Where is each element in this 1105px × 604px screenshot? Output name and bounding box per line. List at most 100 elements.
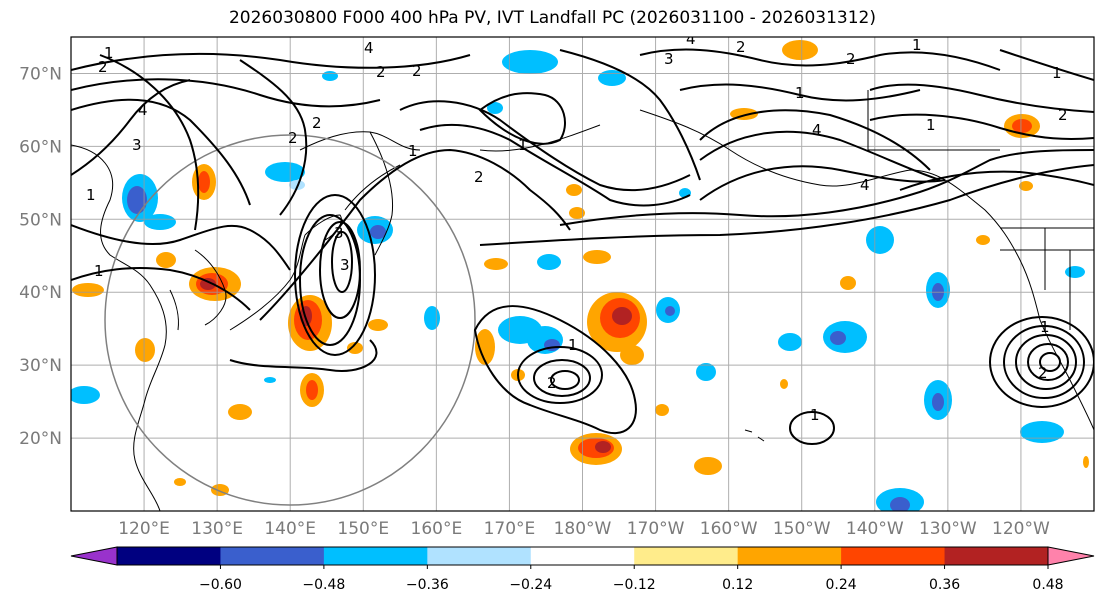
contour-line — [71, 98, 251, 206]
contour-label: 3 — [340, 256, 350, 274]
contour-label: 2 — [547, 374, 557, 392]
neg-blob — [866, 226, 894, 254]
contour-label: 4 — [812, 121, 822, 139]
contour-label: 2 — [312, 114, 322, 132]
contour-label: 3 — [132, 136, 142, 154]
contour-label: 2 — [846, 50, 856, 68]
contour-ring — [989, 316, 1094, 408]
lon-label: 140°W — [846, 519, 904, 539]
contour-line — [399, 100, 691, 192]
pos-blob-core — [612, 307, 632, 325]
pos-blob — [1019, 181, 1033, 191]
contour-label: 1 — [1040, 318, 1050, 336]
neg-blob — [322, 71, 338, 81]
contour-label: 2 — [1058, 106, 1068, 124]
lat-label: 70°N — [19, 64, 62, 84]
pos-blob-core — [595, 441, 611, 453]
contour-label: 1 — [810, 406, 820, 424]
contour-line — [259, 148, 571, 321]
contour-label: 1 — [926, 116, 936, 134]
contour-label: 2 — [474, 168, 484, 186]
colorbar-tick-label: −0.24 — [509, 577, 552, 593]
colorbar-segment — [634, 547, 739, 565]
contour-line — [999, 49, 1094, 81]
chukotka — [479, 124, 601, 152]
pos-blob-core — [198, 171, 210, 193]
neg-blob-core — [830, 331, 846, 345]
contour-label: 2 — [98, 58, 108, 76]
lat-label: 60°N — [19, 137, 62, 157]
colorbar-ticks: −0.60 −0.48 −0.36 −0.24 −0.12 0.12 0.24 0.36 0.4… — [199, 565, 1064, 593]
pos-blob — [566, 184, 582, 196]
colorbar-segment — [530, 547, 635, 565]
contour-ring — [478, 92, 566, 145]
contour-label: 1 — [104, 44, 114, 62]
colorbar-tick-label: 0.36 — [929, 577, 960, 593]
pos-blob — [694, 457, 722, 475]
neg-blob — [527, 326, 563, 354]
contour-line — [71, 267, 251, 311]
colorbar-segment — [841, 547, 946, 565]
contour-line — [71, 79, 191, 176]
contour-line — [239, 59, 308, 216]
neg-blob — [264, 377, 276, 383]
colorbar-segment — [737, 547, 842, 565]
lon-label: 150°W — [773, 519, 831, 539]
colorbar-tick-label: −0.36 — [406, 577, 449, 593]
contour-line — [699, 165, 946, 201]
colorbar-tick-label: 0.48 — [1032, 577, 1063, 593]
pos-blob — [72, 283, 104, 297]
west-coast-na — [1019, 259, 1094, 431]
pos-blob — [347, 342, 363, 354]
colorbar — [70, 546, 1095, 566]
lon-label: 120°W — [992, 519, 1050, 539]
lon-label: 180°W — [554, 519, 612, 539]
contour-label: 2 — [288, 129, 298, 147]
contour-line — [229, 339, 378, 372]
contour-label: 1 — [518, 136, 528, 154]
neg-blob — [424, 306, 440, 330]
lon-label: 170°E — [484, 519, 536, 539]
neg-blob-core — [370, 225, 386, 239]
colorbar-segment — [323, 547, 428, 565]
pos-blob — [569, 207, 585, 219]
pos-blob — [840, 276, 856, 290]
colorbar-tick-label: 0.24 — [826, 577, 857, 593]
lon-label: 130°W — [919, 519, 977, 539]
neg-blob — [502, 50, 558, 74]
contour-label: 1 — [568, 336, 578, 354]
contour-ring — [550, 370, 580, 390]
pos-blob — [976, 235, 990, 245]
neg-blob-core — [890, 497, 910, 511]
contour-label: 3 — [664, 50, 674, 68]
map-frame — [70, 36, 1095, 512]
contour-ring — [1003, 325, 1085, 399]
contour-line — [419, 123, 691, 207]
contour-label: 2 — [376, 63, 386, 81]
pos-blob — [782, 40, 818, 60]
contour-line — [71, 78, 381, 108]
pos-blob-core — [306, 380, 318, 400]
ivt-contours — [71, 48, 1094, 445]
colorbar-tick-label: −0.60 — [199, 577, 242, 593]
colorbar-outline — [116, 546, 1049, 566]
contour-line — [99, 54, 200, 231]
contour-line — [699, 109, 931, 171]
pos-blob — [174, 478, 186, 486]
contour-label: 4 — [686, 30, 696, 48]
pos-blob — [1083, 456, 1089, 468]
neg-blob — [1065, 266, 1085, 278]
lon-label: 160°W — [700, 519, 758, 539]
lon-label: 150°E — [337, 519, 389, 539]
contour-line — [869, 113, 1094, 140]
colorbar-extend-high — [1047, 546, 1095, 566]
lon-label: 160°E — [411, 519, 463, 539]
lat-label: 30°N — [19, 356, 62, 376]
contour-line — [699, 130, 941, 181]
longitude-labels: 120°E 130°E 140°E 150°E 160°E 170°E 180°W 170°W… — [118, 519, 1050, 539]
neg-blob — [537, 254, 561, 270]
contour-label: 1 — [1052, 64, 1062, 82]
great-circle — [104, 134, 476, 506]
contour-label: 3 — [334, 224, 344, 242]
